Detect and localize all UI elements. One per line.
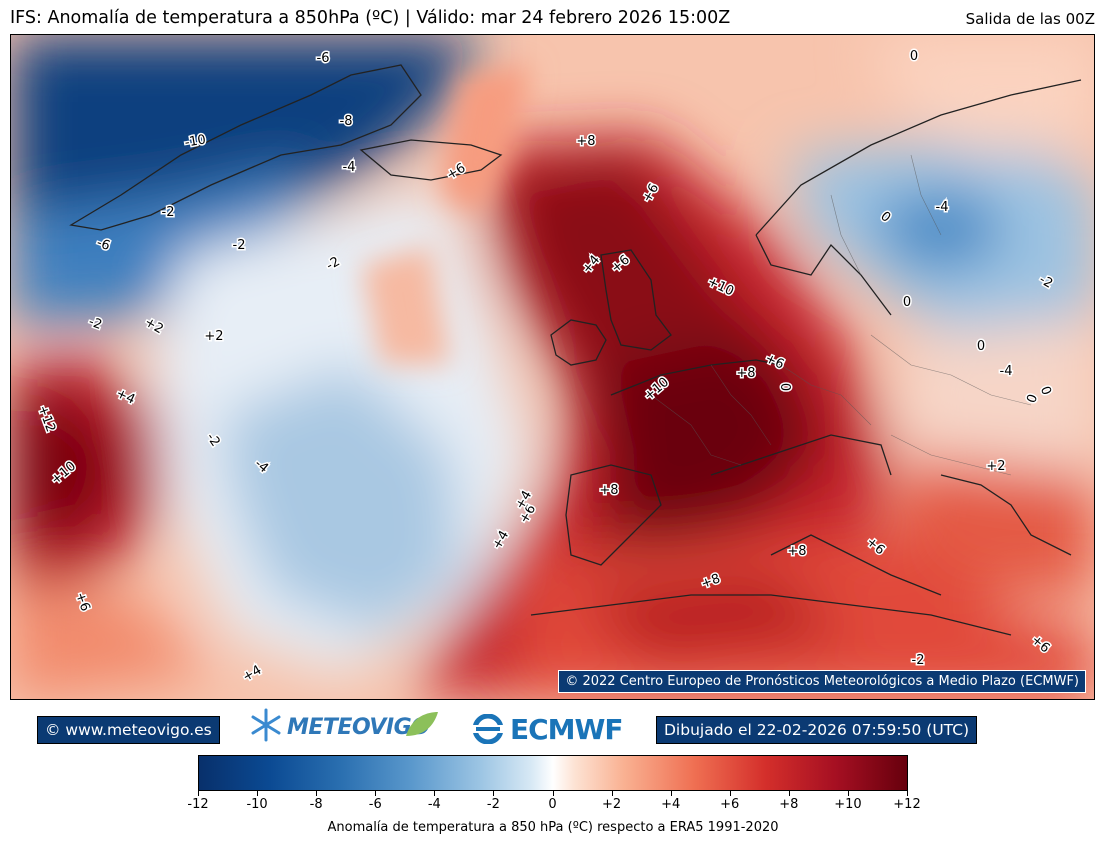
colorbar-label: Anomalía de temperatura a 850 hPa (ºC) r… bbox=[327, 820, 779, 835]
contour-label: -10 bbox=[184, 132, 208, 150]
contour-label: -4 bbox=[343, 160, 356, 175]
page-title: IFS: Anomalía de temperatura a 850hPa (º… bbox=[10, 8, 731, 28]
colorbar-tick bbox=[375, 791, 377, 796]
contour-label: 0 bbox=[977, 339, 985, 354]
contour-label: +2 bbox=[986, 459, 1005, 474]
contour-label: 0 bbox=[910, 49, 918, 64]
contour-label: -2 bbox=[912, 653, 925, 668]
contour-label: -4 bbox=[936, 200, 949, 215]
colorbar-tick bbox=[847, 791, 849, 796]
colorbar-tick bbox=[493, 791, 495, 796]
colorbar-tick-label: -4 bbox=[427, 797, 441, 812]
colorbar-tick-label: +2 bbox=[601, 797, 622, 812]
colorbar-tick-label: +10 bbox=[834, 797, 862, 812]
colorbar-tick-label: +6 bbox=[720, 797, 740, 812]
contour-label: +8 bbox=[787, 544, 806, 559]
contour-label: +8 bbox=[576, 134, 595, 149]
contour-label: -4 bbox=[1000, 364, 1013, 379]
colorbar-tick-label: -8 bbox=[309, 797, 323, 812]
ecmwf-wordmark: ECMWF bbox=[510, 713, 624, 746]
colorbar-tick bbox=[198, 791, 199, 796]
colorbar-tick-label: -10 bbox=[246, 797, 268, 812]
colorbar-tick-label: +8 bbox=[779, 797, 799, 812]
colorbar-tick-label: -6 bbox=[368, 797, 382, 812]
contour-label: +8 bbox=[736, 366, 755, 381]
ecmwf-copyright: © 2022 Centro Europeo de Pronósticos Met… bbox=[558, 670, 1086, 693]
temperature-field bbox=[11, 35, 1094, 699]
colorbar-tick bbox=[257, 791, 259, 796]
contour-label: 0 bbox=[777, 383, 792, 391]
colorbar-tick bbox=[552, 791, 554, 796]
run-label: Salida de las 00Z bbox=[965, 10, 1095, 28]
colorbar-tick bbox=[729, 791, 731, 796]
colorbar-tick bbox=[434, 791, 436, 796]
contour-label: -6 bbox=[317, 51, 330, 66]
meteovigo-logo: METEOVIGO bbox=[249, 705, 439, 747]
contour-label: +8 bbox=[599, 483, 618, 498]
map-field: -6-8-10-4-2-6 -2-2-2 +2 +2+4+12+10-2-4+6+4+… bbox=[11, 35, 1094, 699]
colorbar-tick bbox=[670, 791, 672, 796]
anomaly-map[interactable]: -6 -8 -10 -4 -2 -6 -2 -2 -2 +2 +2 +4 +12 +10 -2 -4 +6 +4 +… bbox=[10, 34, 1095, 700]
contour-label: -8 bbox=[340, 114, 353, 129]
colorbar-tick-label: 0 bbox=[548, 797, 557, 812]
leaf-icon bbox=[406, 712, 438, 736]
colorbar-tick-label: +12 bbox=[893, 797, 921, 812]
snowflake-icon bbox=[251, 708, 281, 742]
coastlines bbox=[69, 64, 1082, 636]
contour-label: -2 bbox=[233, 238, 246, 253]
ecmwf-logo: ECMWF bbox=[470, 712, 630, 746]
colorbar-tick bbox=[788, 791, 790, 796]
contour-label: -6 bbox=[95, 235, 112, 254]
colorbar-tick bbox=[316, 791, 318, 796]
drawn-timestamp: Dibujado el 22-02-2026 07:59:50 (UTC) bbox=[656, 716, 978, 744]
colorbar-tick bbox=[611, 791, 613, 796]
borders bbox=[650, 154, 1032, 476]
ecmwf-emblem-icon bbox=[472, 714, 504, 744]
contour-label: -2 bbox=[162, 205, 175, 220]
site-link[interactable]: © www.meteovigo.es bbox=[37, 716, 220, 744]
colorbar-tick-label: -12 bbox=[187, 797, 209, 812]
colorbar-tick bbox=[907, 791, 908, 796]
contour-label: 0 bbox=[903, 295, 911, 310]
colorbar-tick-label: -2 bbox=[486, 797, 500, 812]
colorbar bbox=[198, 755, 908, 791]
colorbar-tick-label: +4 bbox=[661, 797, 681, 812]
contour-label: +2 bbox=[204, 329, 223, 344]
